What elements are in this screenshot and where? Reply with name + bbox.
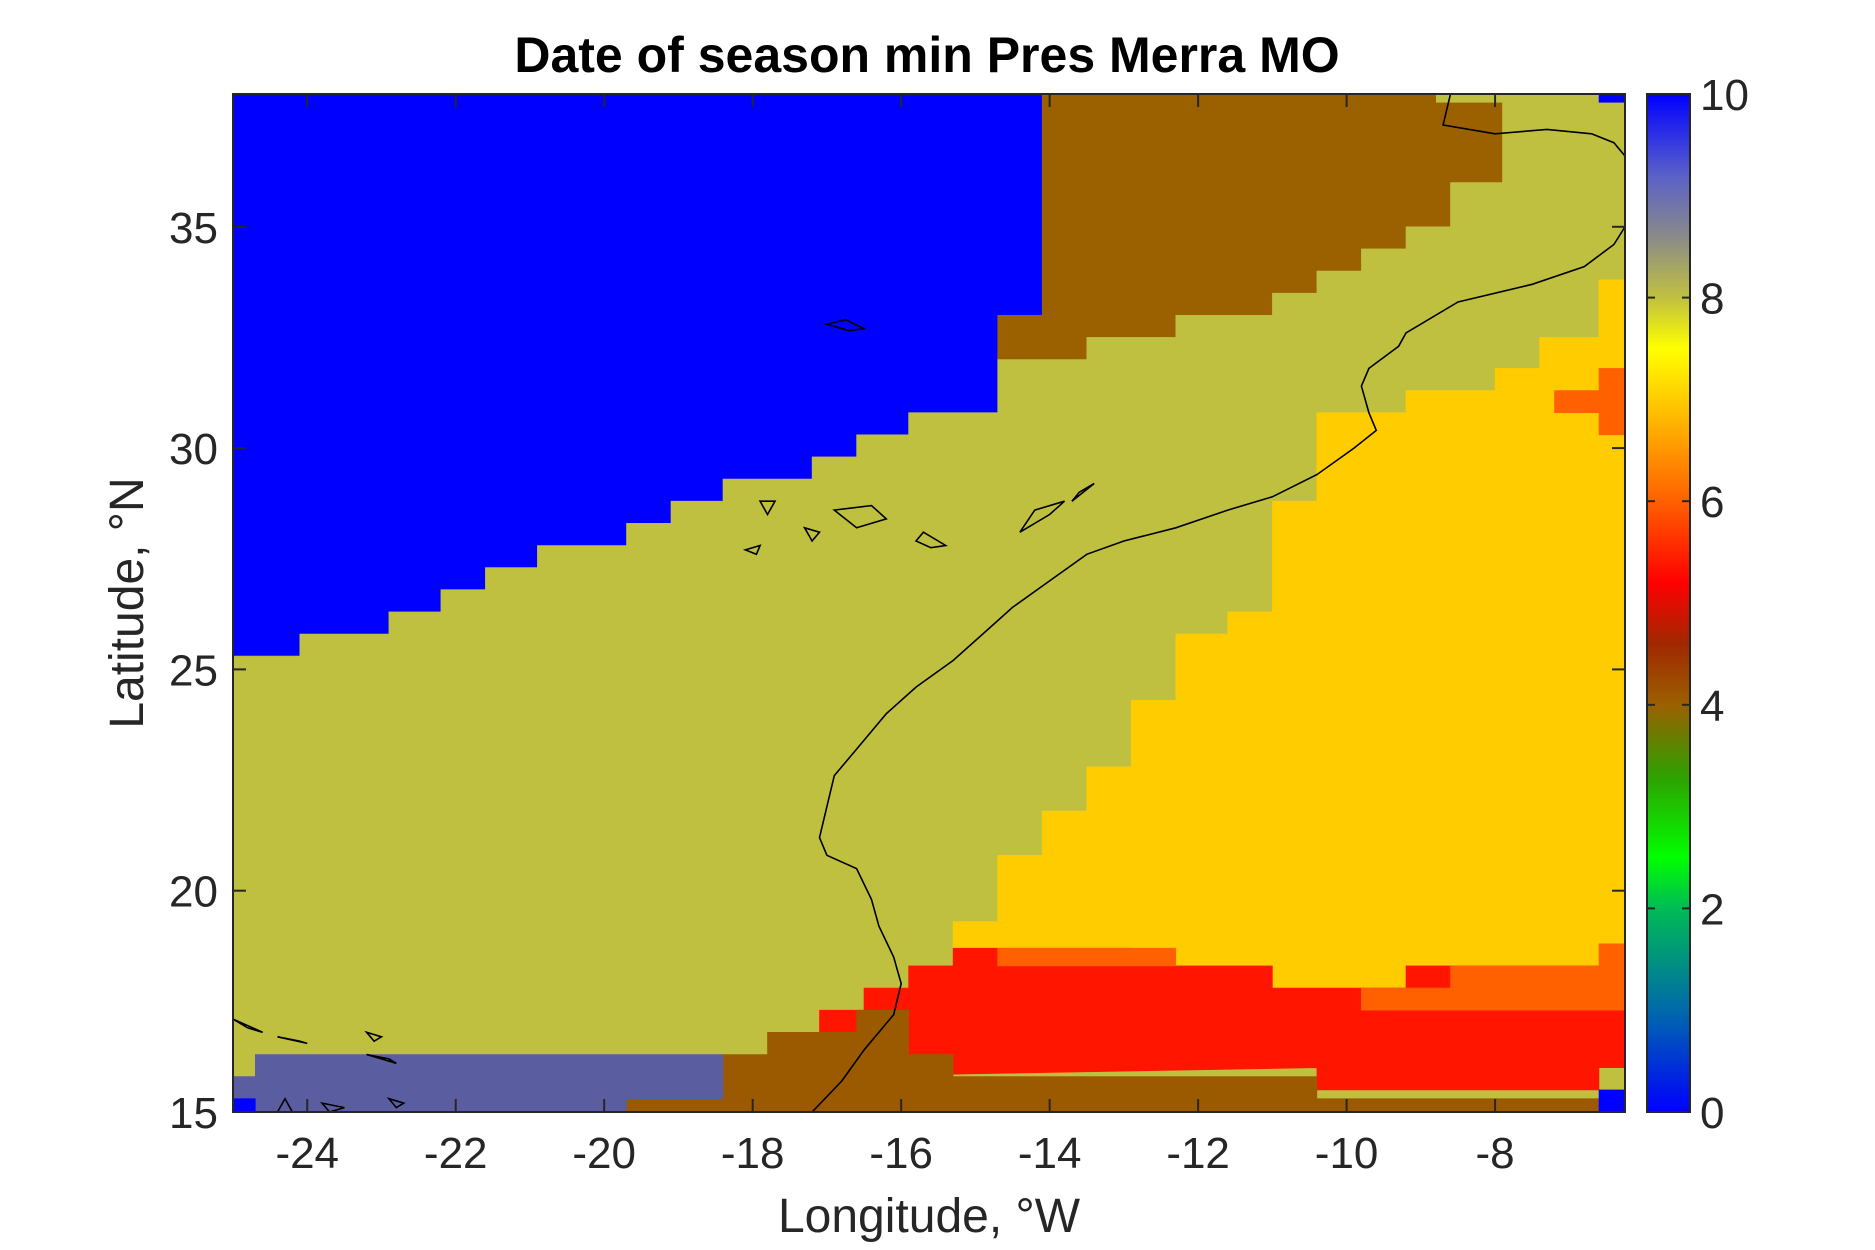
colorbar-tick-label: 10 xyxy=(1700,71,1749,120)
heatmap-plot-area xyxy=(233,94,1625,1112)
x-tick-label: -24 xyxy=(275,1129,339,1178)
coastline-0 xyxy=(811,226,1625,1112)
heatmap-region-11 xyxy=(233,1098,256,1112)
island-outline-1 xyxy=(832,504,888,529)
x-tick-label: -8 xyxy=(1476,1129,1515,1178)
colorbar: 0 2 4 6 8 10 xyxy=(1646,71,1749,1138)
island-outline-13 xyxy=(320,1101,345,1112)
x-tick-label: -10 xyxy=(1315,1129,1379,1178)
heatmap-region-12 xyxy=(1598,1089,1625,1112)
y-tick-label: 35 xyxy=(169,204,218,253)
colorbar-tick-label: 2 xyxy=(1700,885,1724,934)
island-outline-4 xyxy=(1071,482,1095,502)
island-outline-9 xyxy=(277,1036,308,1045)
heatmap-region-10 xyxy=(233,1054,724,1112)
island-outline-6 xyxy=(802,526,821,543)
island-outline-0 xyxy=(823,318,867,332)
y-axis-ticks: 15 20 25 30 35 xyxy=(169,204,1625,1138)
heatmap-region-6 xyxy=(1554,368,1625,436)
y-tick-label: 20 xyxy=(169,868,218,917)
x-tick-label: -12 xyxy=(1166,1129,1230,1178)
y-tick-label: 15 xyxy=(169,1089,218,1138)
x-axis-label: Longitude, °W xyxy=(778,1190,1081,1243)
island-outline-10 xyxy=(366,1053,397,1065)
heatmap-region-5 xyxy=(819,947,1625,1091)
colorbar-gradient xyxy=(1647,94,1690,1112)
island-outline-14 xyxy=(386,1097,406,1109)
chart-title: Date of season min Pres Merra MO xyxy=(514,27,1339,83)
y-axis-label: Latitude, °N xyxy=(101,477,154,728)
x-tick-label: -20 xyxy=(572,1129,636,1178)
colorbar-tick-label: 4 xyxy=(1700,682,1724,731)
island-outline-3 xyxy=(1019,500,1066,533)
heatmap-region-8 xyxy=(997,947,1177,967)
island-outline-12 xyxy=(276,1097,294,1112)
colorbar-tick-label: 6 xyxy=(1700,478,1724,527)
x-tick-label: -16 xyxy=(869,1129,933,1178)
x-axis-ticks: -24 -22 -20 -18 -16 -14 -12 -10 -8 xyxy=(275,94,1515,1178)
colorbar-frame xyxy=(1646,93,1691,1113)
y-tick-label: 25 xyxy=(169,646,218,695)
x-tick-label: -22 xyxy=(424,1129,488,1178)
island-outline-7 xyxy=(742,544,762,556)
island-outline-8 xyxy=(233,1018,264,1034)
coastline-layer xyxy=(233,94,1625,1112)
colorbar-tick-label: 0 xyxy=(1700,1089,1724,1138)
island-outline-5 xyxy=(758,500,777,517)
heatmap-regions xyxy=(233,94,1625,1112)
heatmap-region-7 xyxy=(1361,943,1625,1011)
coastline-1 xyxy=(1442,94,1625,157)
island-outline-11 xyxy=(364,1030,384,1043)
island-outline-2 xyxy=(914,531,949,549)
colorbar-tick-label: 8 xyxy=(1700,275,1724,324)
x-tick-label: -14 xyxy=(1018,1129,1082,1178)
colorbar-ticks: 0 2 4 6 8 10 xyxy=(1647,71,1749,1138)
plot-frame xyxy=(232,93,1626,1113)
y-tick-label: 30 xyxy=(169,425,218,474)
x-tick-label: -18 xyxy=(721,1129,785,1178)
